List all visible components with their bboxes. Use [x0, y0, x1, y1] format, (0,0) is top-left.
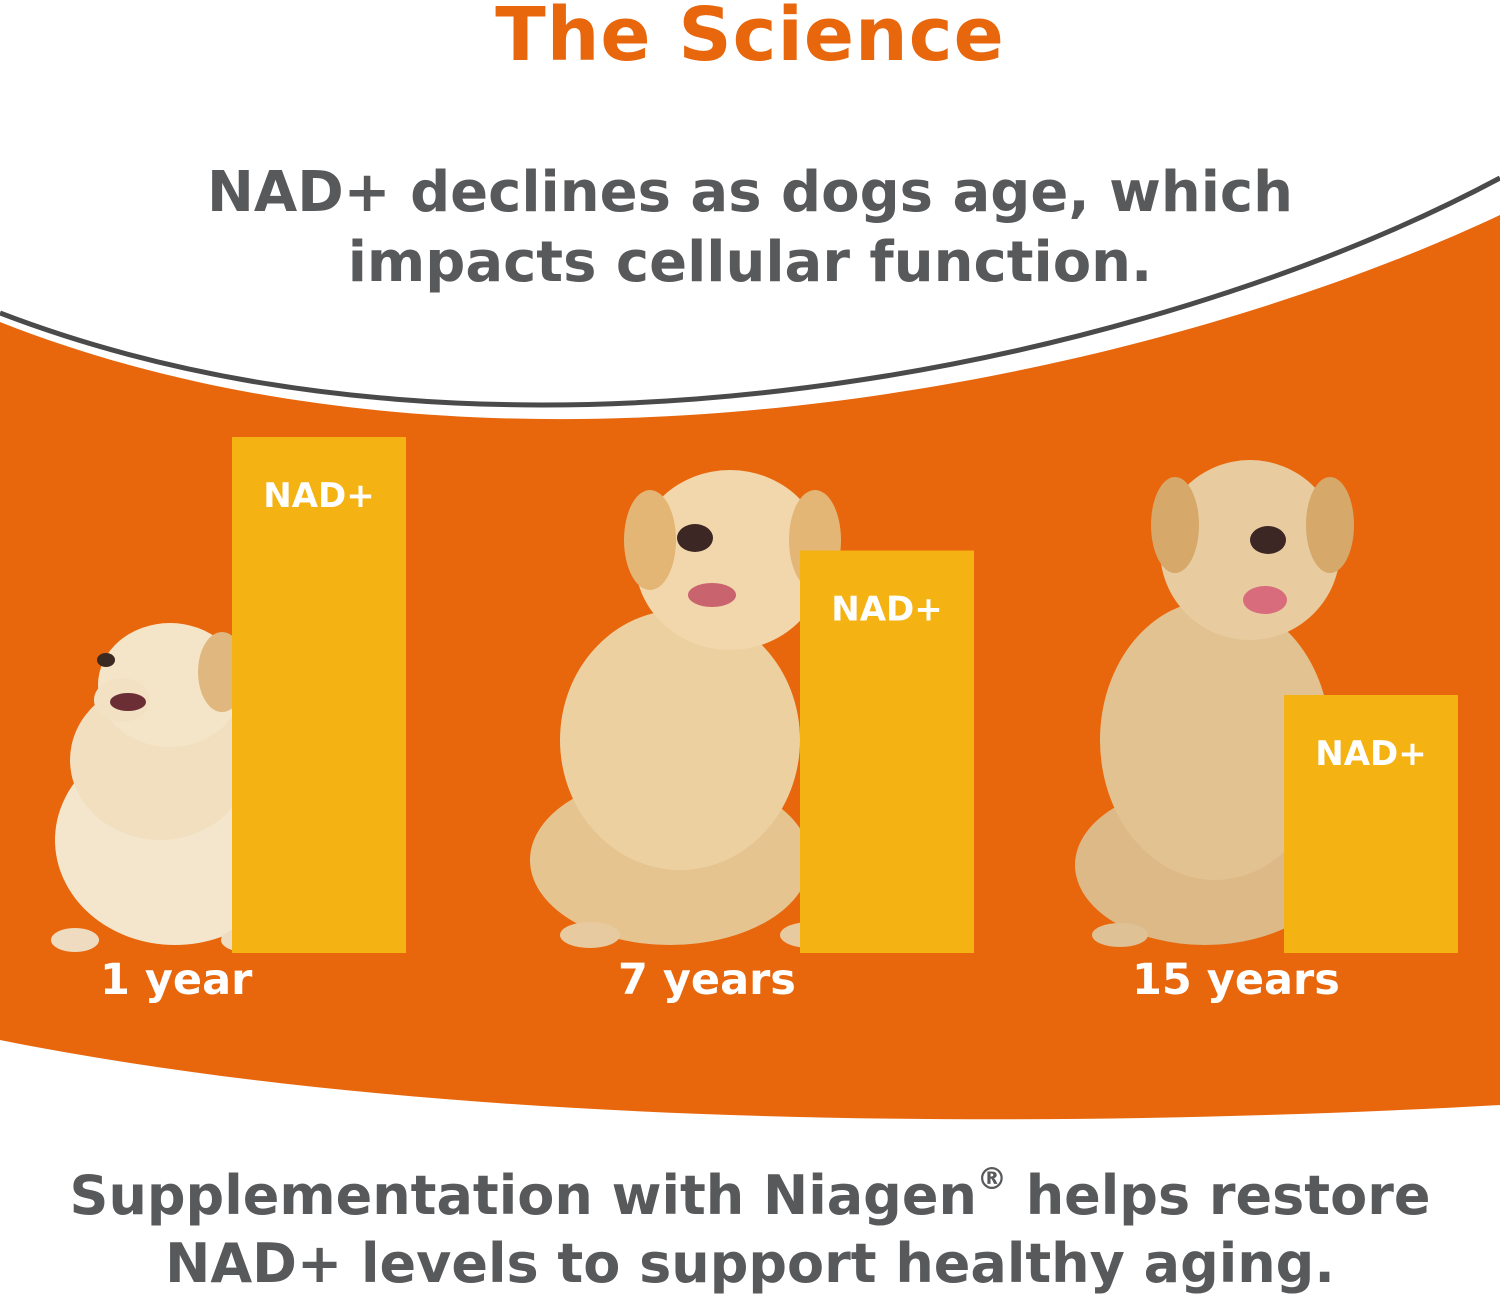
- bar-label-3: NAD+: [1315, 734, 1426, 774]
- adult-dog-illustration: [530, 470, 841, 948]
- age-label-1-year: 1 year: [100, 955, 253, 1005]
- age-label-7-years: 7 years: [618, 955, 796, 1005]
- page-title: The Science: [495, 0, 1005, 78]
- bar-label-1: NAD+: [263, 476, 374, 516]
- gray-curve-line: [0, 175, 1500, 408]
- footer-text-before: Supplementation with Niagen: [69, 1164, 977, 1227]
- bar-label-2: NAD+: [831, 590, 942, 630]
- senior-dog-illustration: [1075, 460, 1354, 947]
- age-label-15-years: 15 years: [1132, 955, 1340, 1005]
- bar-1: [232, 437, 406, 953]
- bar-3: [1284, 695, 1458, 953]
- registered-mark: ®: [976, 1162, 1007, 1197]
- bar-2: [800, 550, 974, 953]
- footer-text: Supplementation with Niagen® helps resto…: [60, 1152, 1440, 1298]
- page-subtitle: NAD+ declines as dogs age, which impacts…: [206, 160, 1293, 295]
- footer-text-after: helps restore NAD+ levels to support hea…: [165, 1164, 1431, 1295]
